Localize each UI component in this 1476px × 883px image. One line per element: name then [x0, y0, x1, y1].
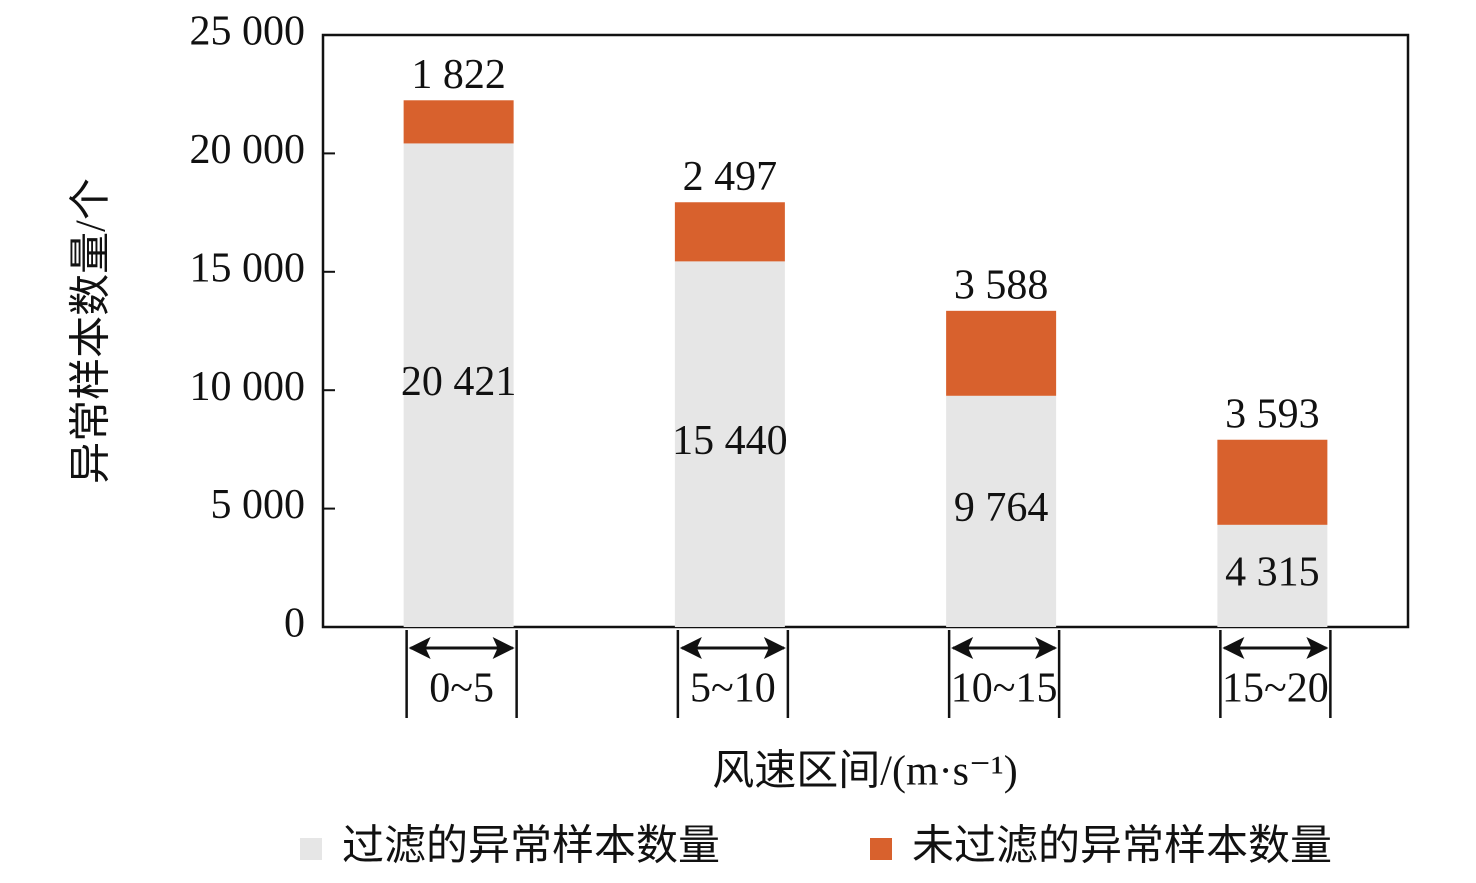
value-label: 15 440: [672, 418, 788, 464]
bar-segment: [946, 310, 1057, 396]
y-axis-label: 异常样本数量/个: [69, 178, 115, 484]
bar-segment: [403, 143, 514, 627]
x-tick-label: 5~10: [690, 666, 776, 712]
y-tick-label: 15 000: [190, 245, 306, 291]
value-label: 4 315: [1225, 550, 1320, 596]
value-label: 3 593: [1225, 391, 1320, 437]
bar-segment: [1217, 439, 1328, 525]
y-tick-label: 20 000: [190, 127, 306, 173]
legend-label: 过滤的异常样本数量: [342, 824, 720, 870]
bar-segment: [1217, 524, 1328, 627]
value-label: 20 421: [401, 359, 517, 405]
value-label: 3 588: [954, 262, 1049, 308]
bar-segment: [946, 395, 1057, 627]
value-label: 1 822: [411, 52, 506, 98]
x-tick-label: 10~15: [951, 666, 1058, 712]
value-label: 2 497: [683, 154, 778, 200]
plot-frame: [321, 33, 1410, 629]
y-tick-label: 25 000: [190, 9, 306, 55]
x-tick-label: 15~20: [1222, 666, 1329, 712]
y-tick-label: 5 000: [211, 482, 306, 528]
legend-label: 未过滤的异常样本数量: [912, 824, 1332, 870]
legend-swatch: [300, 838, 322, 860]
y-tick-label: 10 000: [190, 364, 306, 410]
y-tick-label: 0: [284, 601, 305, 647]
legend-swatch: [870, 838, 892, 860]
x-axis-label: 风速区间/(m·s⁻¹): [712, 749, 1017, 795]
bar-segment: [674, 261, 785, 627]
bar-segment: [403, 100, 514, 144]
bar-segment: [674, 202, 785, 262]
value-label: 9 764: [954, 485, 1049, 531]
x-tick-label: 0~5: [429, 666, 494, 712]
